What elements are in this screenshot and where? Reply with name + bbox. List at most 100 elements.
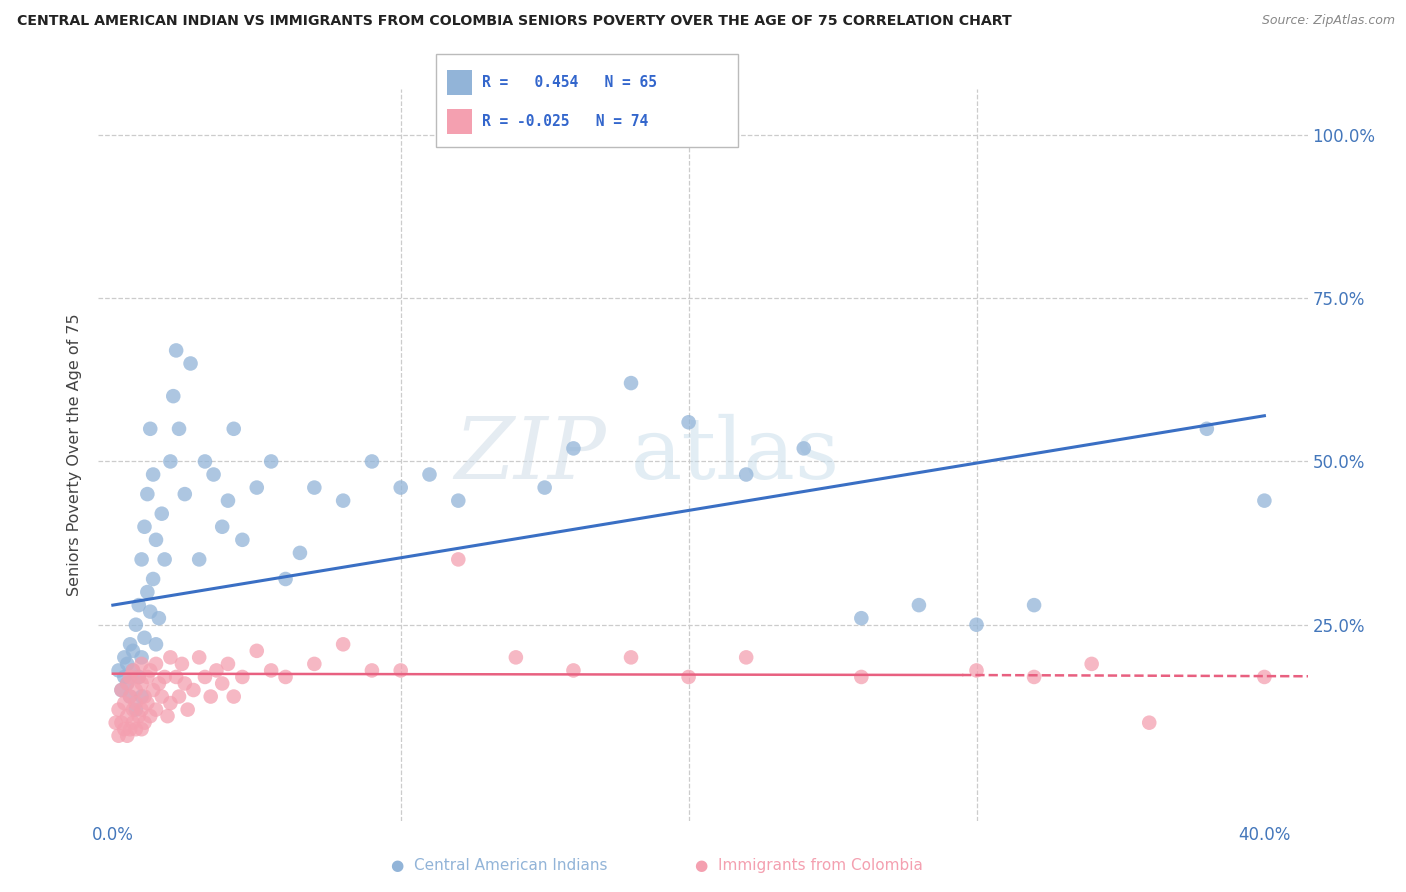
Point (134, 715, 156, 730)
Point (1310, 729, 1333, 743)
Point (115, 657, 138, 671)
Point (150, 507, 173, 521)
Point (1080, 657, 1102, 671)
Point (180, 356, 202, 371)
Point (1253, 493, 1275, 508)
Point (217, 493, 239, 508)
Point (148, 611, 170, 625)
Point (205, 664, 228, 678)
Point (128, 709, 150, 723)
Point (246, 481, 269, 495)
Point (120, 690, 142, 704)
Point (183, 683, 205, 698)
Point (145, 703, 167, 717)
Point (678, 415, 700, 429)
Point (851, 670, 873, 684)
Point (142, 572, 165, 586)
Point (505, 650, 527, 665)
Point (162, 389, 184, 403)
Point (447, 493, 470, 508)
Point (120, 723, 142, 737)
Point (125, 723, 148, 737)
Point (202, 467, 225, 482)
Point (211, 520, 233, 534)
Point (533, 481, 555, 495)
Point (1022, 670, 1045, 684)
Point (361, 454, 384, 468)
Point (200, 690, 222, 704)
Point (142, 467, 165, 482)
Point (851, 611, 873, 625)
Point (128, 670, 150, 684)
Text: R =   0.454   N = 65: R = 0.454 N = 65 (482, 76, 657, 90)
Point (148, 676, 170, 690)
Point (134, 631, 156, 645)
Point (120, 670, 142, 684)
Point (620, 376, 643, 390)
Point (194, 670, 217, 684)
Point (145, 637, 167, 651)
Point (131, 703, 153, 717)
Point (115, 709, 138, 723)
Point (150, 690, 173, 704)
Point (107, 729, 129, 743)
Point (128, 670, 150, 684)
Text: CENTRAL AMERICAN INDIAN VS IMMIGRANTS FROM COLOMBIA SENIORS POVERTY OVER THE AGE: CENTRAL AMERICAN INDIAN VS IMMIGRANTS FR… (17, 14, 1012, 29)
Point (125, 617, 148, 632)
Point (112, 670, 135, 684)
Point (908, 598, 931, 612)
Point (173, 676, 195, 690)
Point (159, 696, 181, 710)
Point (1253, 670, 1275, 684)
Point (120, 637, 142, 651)
Point (260, 664, 283, 678)
Point (222, 422, 245, 436)
Point (145, 657, 167, 671)
Point (112, 650, 135, 665)
Point (288, 546, 311, 560)
Point (562, 664, 585, 678)
Point (562, 442, 585, 456)
Point (139, 422, 162, 436)
Point (122, 664, 145, 678)
Point (678, 670, 700, 684)
Point (332, 637, 354, 651)
Point (110, 715, 132, 730)
Point (173, 487, 195, 501)
Point (139, 709, 162, 723)
Point (1195, 422, 1218, 436)
Point (110, 683, 132, 698)
Point (170, 657, 193, 671)
Point (110, 683, 132, 698)
Point (165, 343, 187, 358)
Text: ●  Central American Indians: ● Central American Indians (391, 858, 607, 872)
Point (222, 690, 245, 704)
Point (134, 690, 156, 704)
Point (134, 520, 156, 534)
Point (131, 552, 153, 566)
Point (418, 467, 440, 482)
Point (260, 454, 283, 468)
Point (389, 664, 412, 678)
Point (125, 696, 148, 710)
Point (361, 664, 384, 678)
Text: ZIP: ZIP (454, 414, 606, 496)
Point (167, 690, 190, 704)
Point (176, 703, 198, 717)
Point (274, 670, 297, 684)
Point (735, 467, 758, 482)
Point (167, 422, 190, 436)
Text: R = -0.025   N = 74: R = -0.025 N = 74 (482, 114, 648, 128)
Point (131, 690, 153, 704)
Point (139, 664, 162, 678)
Point (217, 657, 239, 671)
Point (153, 552, 176, 566)
Point (304, 481, 326, 495)
Point (1022, 598, 1045, 612)
Point (159, 454, 181, 468)
Text: ●  Immigrants from Colombia: ● Immigrants from Colombia (695, 858, 922, 872)
Point (136, 487, 159, 501)
Point (145, 533, 167, 547)
Point (389, 481, 412, 495)
Point (211, 676, 233, 690)
